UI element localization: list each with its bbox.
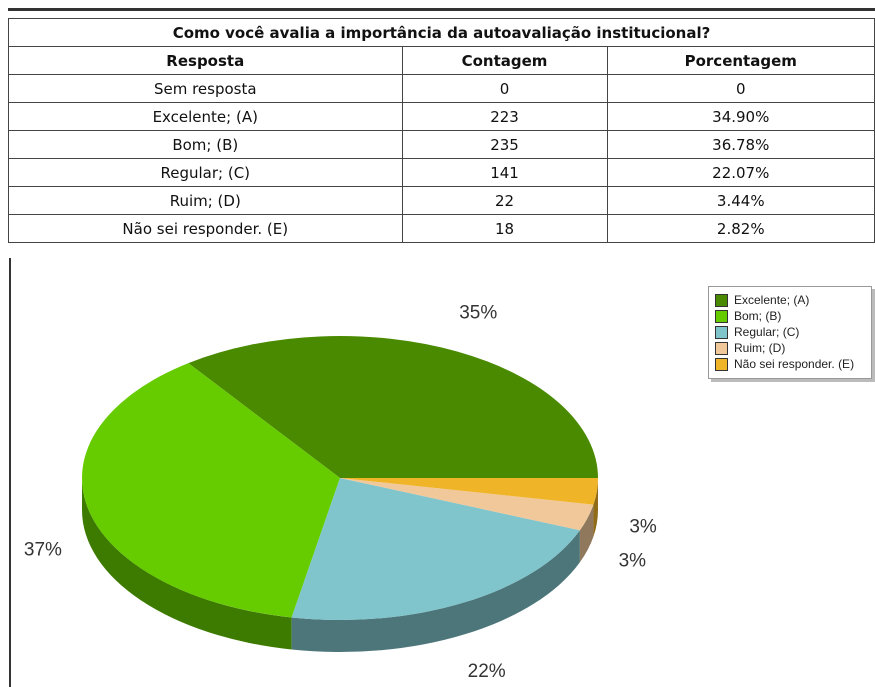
- data-label: 22%: [468, 661, 506, 682]
- rule: [8, 8, 875, 11]
- table-row: Excelente; (A) 223 34.90%: [8, 102, 875, 131]
- legend: Excelente; (A) Bom; (B) Regular; (C) Ruim; …: [708, 286, 872, 379]
- legend-item: Ruim; (D): [715, 341, 865, 356]
- data-label: 35%: [459, 303, 497, 324]
- legend-label: Bom; (B): [734, 309, 782, 323]
- header-cell: Contagem: [401, 46, 608, 75]
- table-cell: 223: [401, 102, 608, 131]
- frame: [9, 258, 11, 687]
- table-cell: Ruim; (D): [8, 186, 403, 215]
- legend-item: Regular; (C): [715, 325, 865, 340]
- table-title: Como você avalia a importância da autoav…: [8, 18, 875, 47]
- legend-swatch: [715, 310, 728, 323]
- slice: [340, 478, 598, 505]
- table-row: Ruim; (D) 22 3.44%: [8, 186, 875, 215]
- table-cell: 36.78%: [606, 130, 875, 159]
- legend-label: Excelente; (A): [734, 293, 810, 307]
- legend-swatch: [715, 326, 728, 339]
- table-row: Sem resposta 0 0: [8, 74, 875, 103]
- header-cell: Resposta: [8, 46, 403, 75]
- legend-label: Não sei responder. (E): [734, 357, 855, 371]
- slice-side: [593, 478, 598, 537]
- slice-side: [291, 530, 580, 652]
- header-row: Resposta Contagem Porcentagem: [8, 46, 875, 75]
- table-cell: 2.82%: [606, 214, 875, 243]
- table-row: Bom; (B) 235 36.78%: [8, 130, 875, 159]
- table-cell: 22.07%: [606, 158, 875, 187]
- table-cell: 0: [401, 74, 608, 103]
- header-cell: Porcentagem: [606, 46, 875, 75]
- table-cell: 34.90%: [606, 102, 875, 131]
- slice-side: [81, 478, 292, 650]
- data-label: 3%: [619, 551, 647, 572]
- table-cell: Excelente; (A): [8, 102, 403, 131]
- legend-swatch: [715, 358, 728, 371]
- slice-side: [579, 504, 594, 563]
- table-cell: 18: [401, 214, 608, 243]
- legend-item: Excelente; (A): [715, 293, 865, 308]
- legend-label: Ruim; (D): [734, 341, 786, 355]
- table-cell: Regular; (C): [8, 158, 403, 187]
- table: Como você avalia a importância da autoav…: [8, 18, 875, 243]
- slice: [340, 478, 594, 531]
- table-body: Sem resposta 0 0 Excelente; (A) 223 34.90% Bom…: [8, 74, 875, 243]
- slice: [291, 478, 580, 620]
- table-row: Não sei responder. (E) 18 2.82%: [8, 214, 875, 243]
- table-cell: 235: [401, 130, 608, 159]
- table-cell: Sem resposta: [8, 74, 403, 103]
- table-cell: 0: [606, 74, 875, 103]
- legend-item: Não sei responder. (E): [715, 357, 865, 372]
- table-cell: Não sei responder. (E): [8, 214, 403, 243]
- table-cell: 141: [401, 158, 608, 187]
- table-row: Regular; (C) 141 22.07%: [8, 158, 875, 187]
- legend-item: Bom; (B): [715, 309, 865, 324]
- slice: [81, 363, 340, 618]
- table-cell: Bom; (B): [8, 130, 403, 159]
- slice: [188, 336, 598, 478]
- legend-label: Regular; (C): [734, 325, 800, 339]
- legend-swatch: [715, 294, 728, 307]
- data-label: 37%: [24, 539, 62, 560]
- legend-swatch: [715, 342, 728, 355]
- data-label: 3%: [629, 516, 657, 537]
